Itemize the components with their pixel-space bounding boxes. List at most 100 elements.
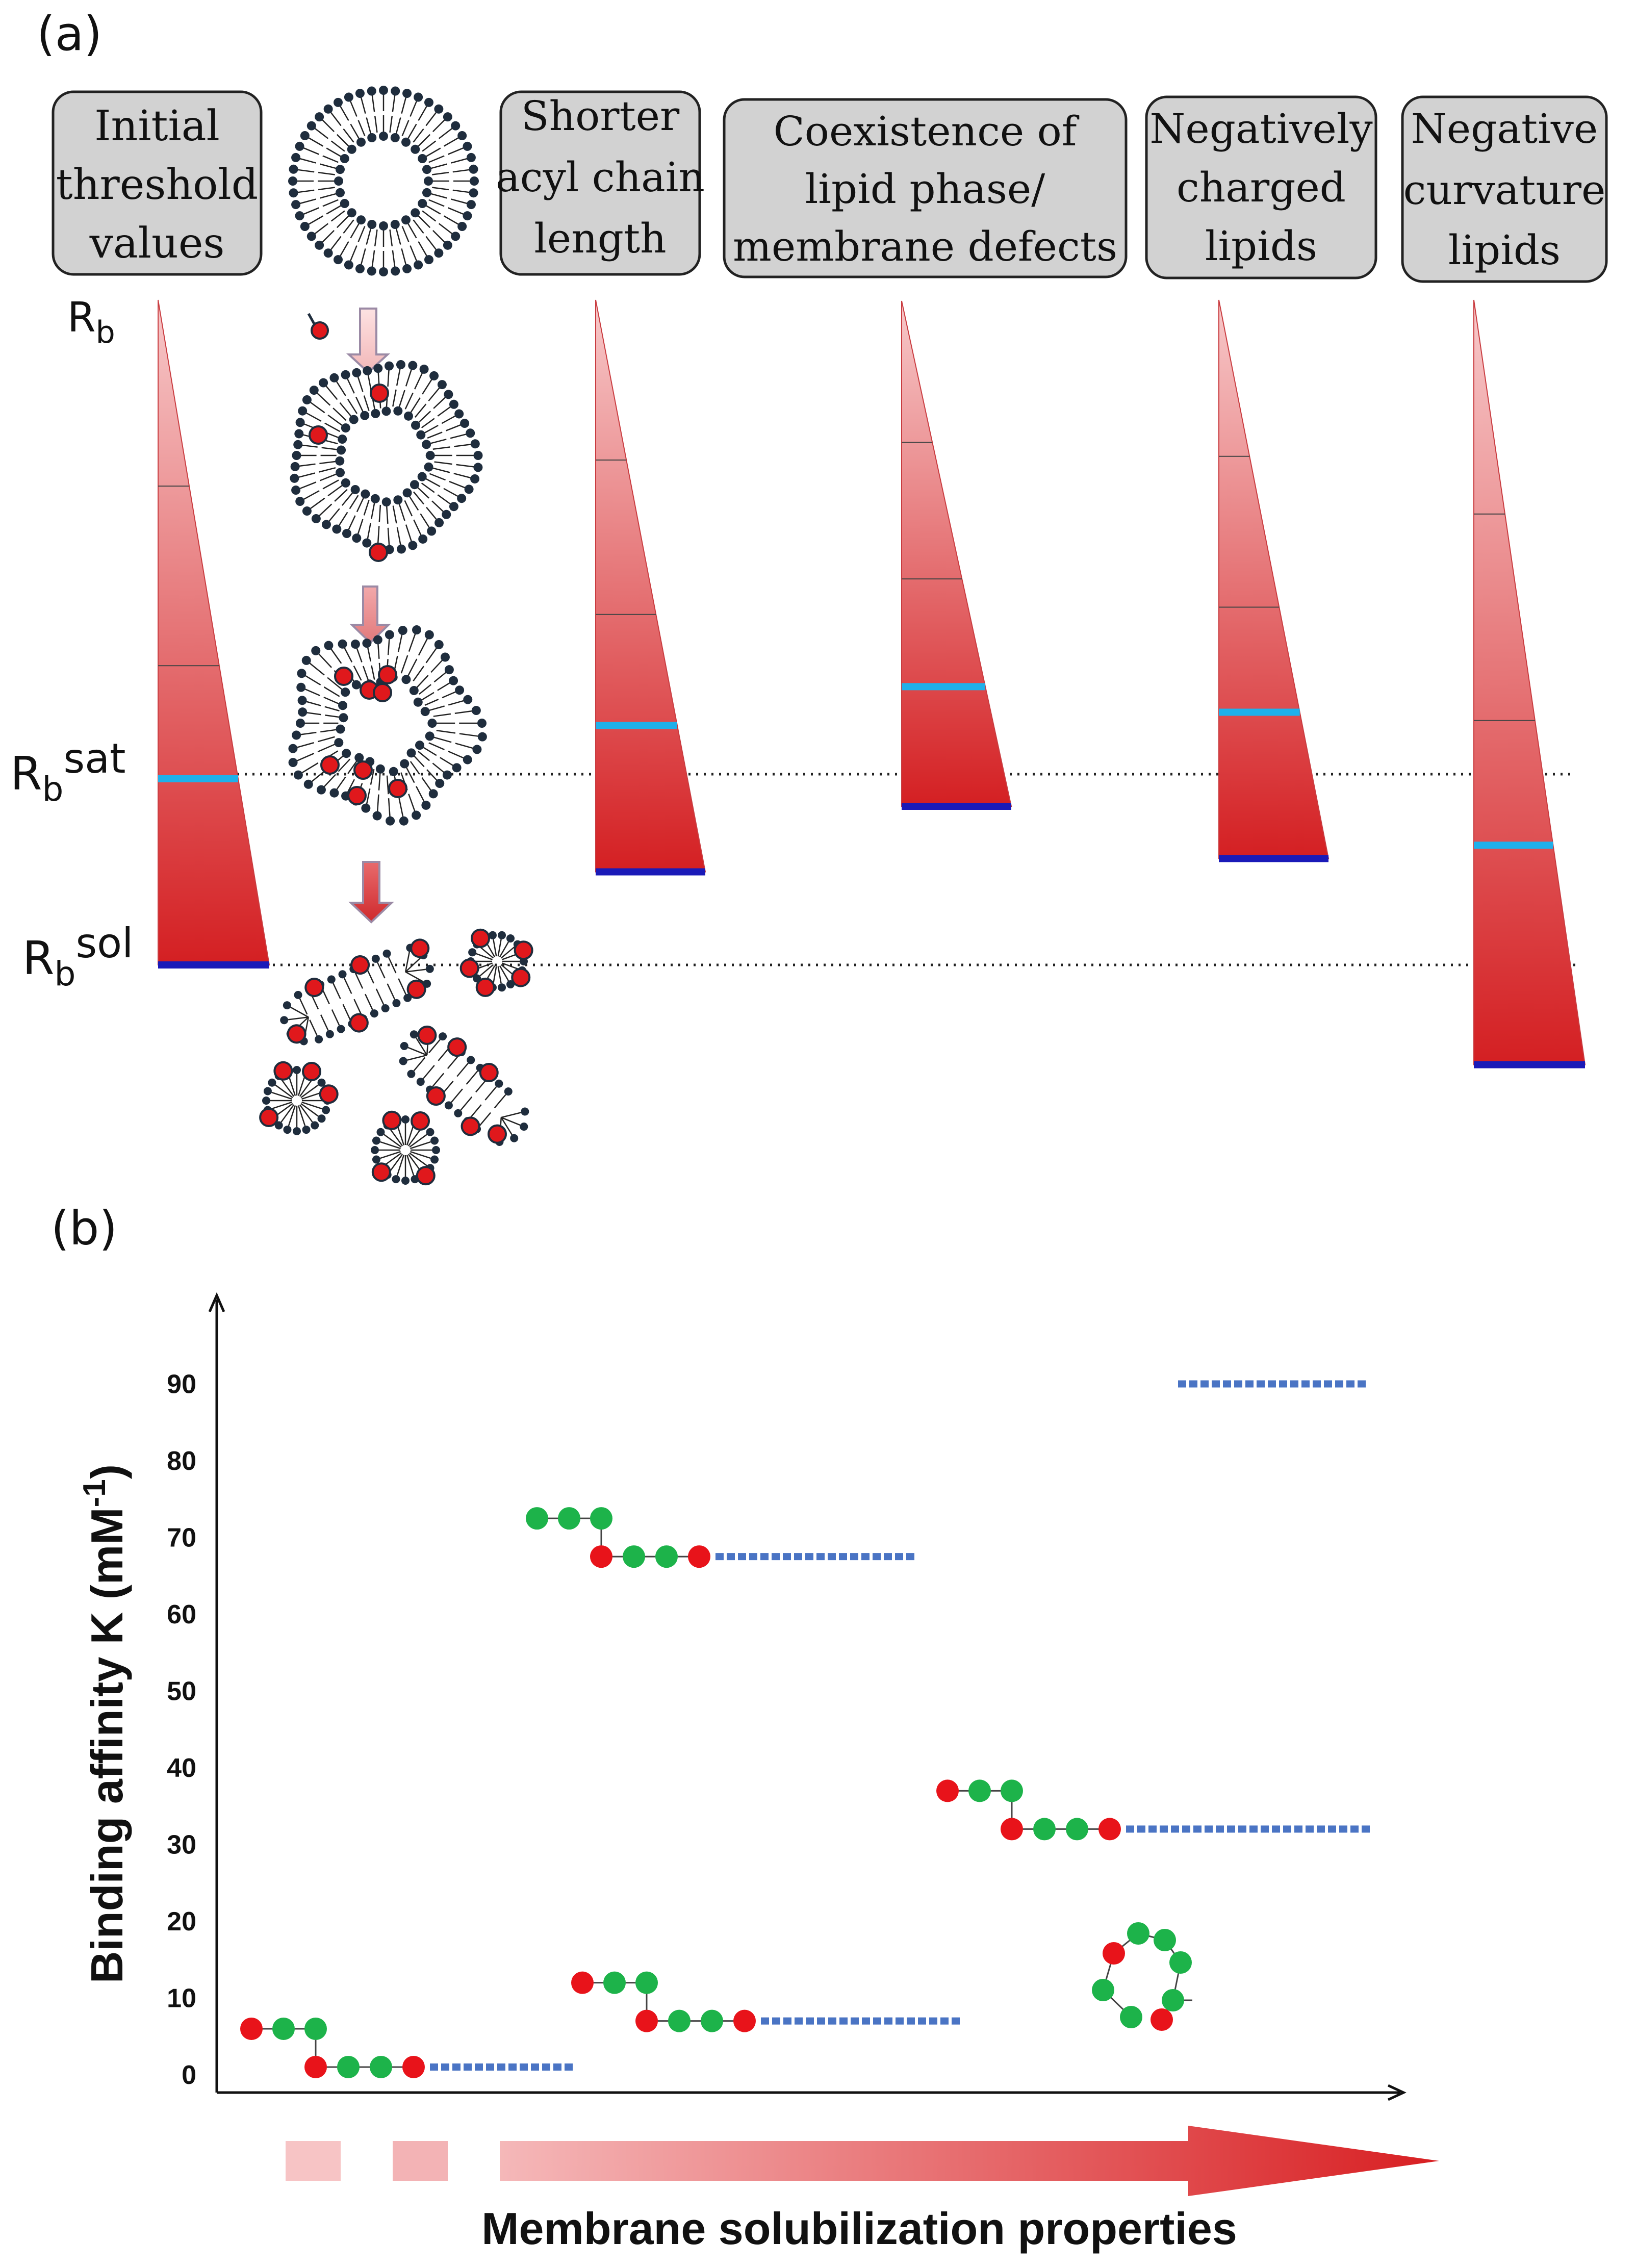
acyl-tail-segment (1212, 1380, 1220, 1388)
acyl-tail-segment (1350, 1825, 1359, 1833)
y-tick-50: 50 (167, 1677, 196, 1706)
acyl-tail-segment (850, 1553, 858, 1561)
arrow-dash-2 (393, 2141, 448, 2181)
acyl-tail-segment (1249, 1825, 1258, 1833)
header-initial-line1: Initial (94, 102, 220, 150)
bound-peptide (350, 955, 370, 975)
residue (603, 1971, 626, 1994)
bound-peptide (416, 1166, 436, 1186)
header-curv-line1: Negative (1411, 105, 1598, 152)
acyl-tail-segment (1313, 1380, 1321, 1388)
y-tick-30: 30 (167, 1830, 196, 1860)
acyl-tail-segment (1148, 1825, 1157, 1833)
header-curv-line2: curvature (1403, 166, 1606, 214)
bound-peptide (406, 979, 426, 999)
residue (571, 1971, 594, 1994)
micelle-bottom (371, 1110, 440, 1186)
process-arrow-1 (346, 308, 391, 374)
acyl-tail-segment (452, 2063, 461, 2071)
residue (272, 2017, 295, 2040)
acyl-tail-segment (1358, 1380, 1366, 1388)
acyl-tail-segment (851, 2017, 859, 2025)
y-tick-labels: 0 10 20 30 40 50 60 70 80 90 (167, 1370, 196, 2091)
residue (1151, 2008, 1173, 2031)
residue (701, 2009, 723, 2032)
bound-peptide (487, 1124, 507, 1144)
y-tick-70: 70 (167, 1523, 196, 1553)
residue (655, 1545, 678, 1568)
molecule-2 (571, 1971, 960, 2032)
acyl-tail-segment (884, 1553, 892, 1561)
residue (402, 2055, 425, 2078)
acyl-tail-segment (1301, 1380, 1310, 1388)
header-box-initial: Initial threshold values (52, 90, 263, 276)
acyl-tail-segment (817, 2017, 825, 2025)
bound-peptide (334, 667, 353, 686)
acyl-tail-segment (907, 2017, 915, 2025)
bound-peptide (514, 940, 533, 960)
residue (1127, 1922, 1149, 1945)
x-axis-title: Membrane solubilization properties (481, 2203, 1237, 2254)
acyl-tail-segment (1346, 1380, 1354, 1388)
acyl-tail-segment (906, 1553, 914, 1561)
acyl-tail-segment (553, 2063, 561, 2071)
residue (304, 2017, 327, 2040)
acyl-tail-segment (839, 1553, 847, 1561)
acyl-tail-segment (828, 1553, 836, 1561)
acyl-tail-segment (727, 1553, 735, 1561)
acyl-tail-segment (918, 2017, 926, 2025)
y-tick-90: 90 (167, 1370, 196, 1399)
bound-peptide (447, 1037, 467, 1057)
header-acyl-line3: length (534, 215, 666, 262)
acyl-tail-segment (1205, 1825, 1213, 1833)
header-curv-line3: lipids (1448, 226, 1561, 274)
triangle-negative-curvature (1473, 299, 1586, 1068)
acyl-tail-segment (749, 1553, 757, 1561)
residue (1001, 1818, 1023, 1841)
residue (1033, 1818, 1056, 1841)
vesicle-intact (288, 86, 479, 276)
acyl-tail-segment (1137, 1825, 1145, 1833)
process-arrow-2 (349, 585, 391, 644)
triangle-initial (158, 299, 270, 969)
acyl-tail-segment (1324, 1380, 1332, 1388)
y-tick-60: 60 (167, 1600, 196, 1629)
micelle-upper-right (459, 928, 533, 997)
acyl-tail-segment (565, 2063, 573, 2071)
residue (1103, 1942, 1125, 1965)
bound-peptide (371, 1162, 391, 1182)
bound-peptide (471, 928, 491, 948)
vesicle-peptide-bound (290, 360, 483, 562)
bound-peptide (370, 384, 389, 403)
bound-peptide (511, 967, 531, 987)
acyl-tail-segment (783, 1553, 791, 1561)
acyl-tail-segment (497, 2063, 505, 2071)
bound-peptide (426, 1086, 446, 1106)
bound-peptide (320, 755, 340, 775)
acyl-tail-segment (896, 2017, 904, 2025)
residue (635, 2009, 658, 2032)
acyl-tail-segment (1193, 1825, 1202, 1833)
bound-peptide (353, 760, 373, 780)
acyl-tail-segment (1294, 1825, 1302, 1833)
acyl-tail-segment (1189, 1380, 1197, 1388)
acyl-tail-segment (1306, 1825, 1314, 1833)
residue (733, 2009, 756, 2032)
acyl-tail-segment (1257, 1380, 1265, 1388)
acyl-tail-segment (794, 1553, 802, 1561)
acyl-tail-segment (1200, 1380, 1209, 1388)
acyl-tail-segment (1362, 1825, 1370, 1833)
acyl-tail-segment (1317, 1825, 1325, 1833)
acyl-tail-segment (873, 2017, 881, 2025)
residue (590, 1545, 612, 1568)
residue (1162, 1989, 1184, 2011)
y-tick-80: 80 (167, 1446, 196, 1476)
acyl-tail-segment (441, 2063, 449, 2071)
acyl-tail-segment (486, 2063, 494, 2071)
residue (968, 1779, 991, 1802)
panel-a-label: (a) (37, 7, 102, 61)
residue (1120, 2006, 1142, 2028)
bound-peptide (378, 665, 397, 684)
residue (304, 2055, 327, 2078)
